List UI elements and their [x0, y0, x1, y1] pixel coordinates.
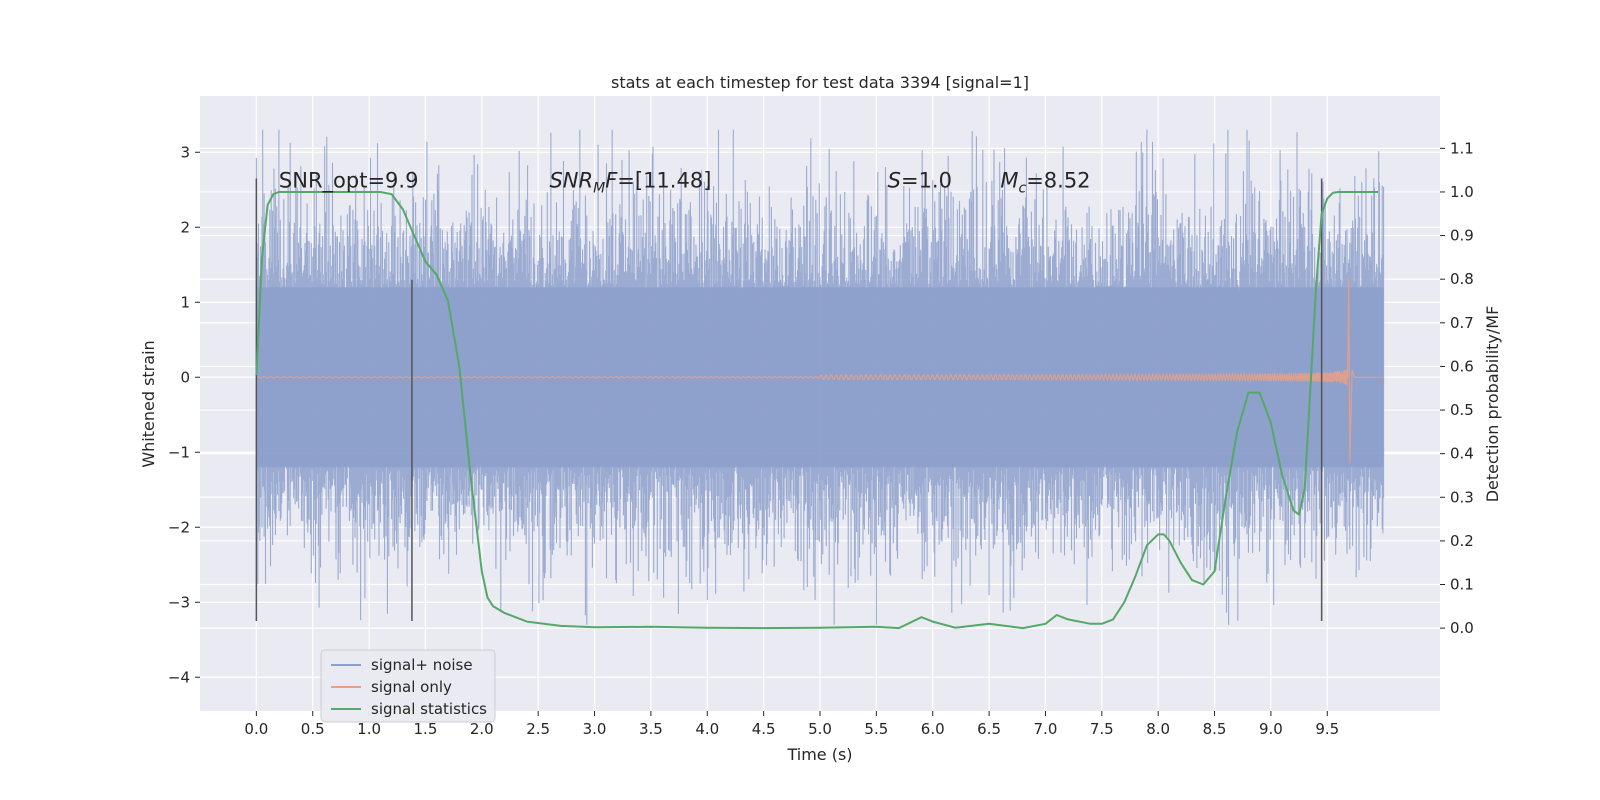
x-tick-label: 1.5	[414, 720, 438, 738]
legend-box	[320, 649, 496, 723]
annotation-snr-opt: SNR_opt=9.9	[279, 169, 419, 194]
y-tick-label: 3	[180, 143, 190, 161]
x-tick-label: 4.0	[695, 720, 719, 738]
y2-tick-label: 0.3	[1450, 488, 1474, 506]
legend-label: signal+ noise	[371, 656, 473, 674]
y2-tick-label: 0.8	[1450, 270, 1474, 288]
x-tick-label: 2.0	[470, 720, 494, 738]
x-axis-label: Time (s)	[786, 745, 852, 764]
y2-tick-label: 0.4	[1450, 445, 1474, 463]
y-tick-label: −4	[168, 668, 190, 686]
y-tick-label: −2	[168, 518, 190, 536]
annotations: SNR_opt=9.9 SNRMF=[11.48] S=1.0 Mc=8.52	[279, 169, 1091, 197]
x-tick-label: 9.0	[1259, 720, 1283, 738]
annotation-s-main: S	[888, 169, 901, 193]
legend-label: signal statistics	[371, 700, 487, 718]
legend-label: signal only	[371, 678, 452, 696]
annotation-mc: Mc=8.52	[1000, 169, 1090, 197]
annotation-mc-main: M	[1000, 169, 1018, 193]
y2-tick-label: 0.6	[1450, 357, 1474, 375]
x-tick-label: 3.5	[639, 720, 663, 738]
x-tick-label: 8.5	[1203, 720, 1227, 738]
annotation-s: S=1.0	[888, 169, 952, 193]
x-tick-label: 9.5	[1315, 720, 1339, 738]
y2-tick-label: 1.0	[1450, 183, 1474, 201]
x-tick-label: 8.0	[1146, 720, 1170, 738]
x-tick-label: 7.0	[1034, 720, 1058, 738]
annotation-snr-mf-number: =[11.48]	[617, 169, 711, 193]
x-tick-label: 3.0	[583, 720, 607, 738]
y2-tick-label: 0.9	[1450, 227, 1474, 245]
y-tick-label: −1	[168, 443, 190, 461]
legend: signal+ noise signal only signal statistic…	[320, 649, 496, 723]
y2-tick-label: 0.2	[1450, 532, 1474, 550]
annotation-snr-mf-subscript: M	[593, 181, 605, 197]
signal-statistics-series	[255, 191, 1378, 630]
y2-tick-label: 0.7	[1450, 314, 1474, 332]
x-tick-label: 4.5	[752, 720, 776, 738]
annotation-snr-mf: SNRMF=[11.48]	[549, 169, 711, 197]
signal-only-series	[256, 275, 1384, 464]
annotation-mc-subscript: c	[1018, 181, 1026, 197]
x-tick-label: 1.0	[357, 720, 381, 738]
x-tick-label: 5.0	[808, 720, 832, 738]
y-axis-label: Whitened strain	[139, 340, 158, 467]
x-tick-label: 0.5	[301, 720, 325, 738]
y-tick-label: −3	[168, 593, 190, 611]
annotation-s-value: =1.0	[901, 169, 952, 193]
y2-tick-label: 1.1	[1450, 139, 1474, 157]
y2-tick-label: 0.0	[1450, 619, 1474, 637]
chart-title: stats at each timestep for test data 339…	[611, 73, 1029, 92]
y2-tick-label: 0.5	[1450, 401, 1474, 419]
x-tick-label: 6.5	[977, 720, 1001, 738]
annotation-snr-opt-main: SNR_opt=9.9	[279, 169, 419, 194]
x-tick-label: 7.5	[1090, 720, 1114, 738]
annotation-snr-mf-value: F	[605, 169, 618, 193]
ticks: 0.0 0.5 1.0 1.5 2.0 2.5 3.0 3.5 4.0 4.5 5.0 5.5 6.0 6…	[168, 139, 1474, 738]
y-tick-label: 1	[180, 293, 190, 311]
y-tick-label: 2	[180, 218, 190, 236]
data-layer	[255, 129, 1385, 630]
annotation-mc-value: =8.52	[1026, 169, 1090, 193]
annotation-snr-mf-main: SNR	[549, 169, 593, 193]
x-tick-label: 0.0	[244, 720, 268, 738]
x-tick-label: 5.5	[864, 720, 888, 738]
y2-axis-label: Detection probability/MF	[1483, 306, 1502, 503]
x-tick-label: 2.5	[526, 720, 550, 738]
y2-tick-label: 0.1	[1450, 576, 1474, 594]
y-tick-label: 0	[180, 368, 190, 386]
x-tick-label: 6.0	[921, 720, 945, 738]
